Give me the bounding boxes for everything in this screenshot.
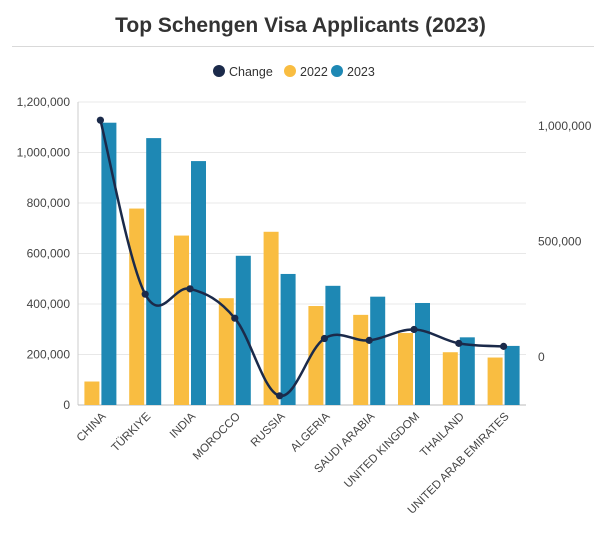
change-point-india <box>186 285 194 293</box>
left-tick-label: 200,000 <box>27 348 71 362</box>
change-point-algeria <box>320 334 328 343</box>
category-label: CHINA <box>75 410 109 444</box>
left-tick-label: 1,000,000 <box>17 146 71 160</box>
bar-2023-united-kingdom <box>415 302 430 405</box>
bar-2022-morocco <box>218 298 234 405</box>
legend-marker-2023 <box>331 65 343 77</box>
legend-label-2023: 2023 <box>347 65 375 79</box>
bar-2023-india <box>191 161 206 405</box>
left-tick-label: 400,000 <box>27 297 71 311</box>
legend-label-change: Change <box>229 65 273 79</box>
change-point-united-arab-emirates <box>500 342 508 350</box>
category-label: THAILAND <box>418 411 467 460</box>
bar-2023-russia <box>280 273 296 405</box>
change-point-china <box>96 116 104 124</box>
bar-2023-saudi-arabia <box>370 296 386 405</box>
change-point-morocco <box>231 314 239 322</box>
change-point-united-kingdom <box>410 325 418 334</box>
bar-2022-united-arab-emirates <box>487 357 503 405</box>
left-tick-label: 800,000 <box>27 196 71 210</box>
category-label: MOROCCO <box>191 411 243 463</box>
left-tick-label: 0 <box>63 398 70 412</box>
category-label: TÜRKIYE <box>110 410 154 454</box>
right-tick-label: 0 <box>538 350 545 364</box>
category-label: RUSSIA <box>249 410 288 449</box>
bar-2022-algeria <box>308 306 324 405</box>
left-tick-label: 600,000 <box>27 247 71 261</box>
change-point-t-rkiye <box>141 290 149 298</box>
bar-2022-russia <box>263 231 279 405</box>
bar-2022-united-kingdom <box>398 333 413 405</box>
bar-2023-algeria <box>325 285 341 405</box>
change-point-saudi-arabia <box>365 336 373 344</box>
category-label: ALGERIA <box>289 410 333 454</box>
bar-2023-united-arab-emirates <box>504 345 520 405</box>
change-point-russia <box>276 392 284 400</box>
right-tick-label: 500,000 <box>538 235 582 249</box>
bar-2023-t-rkiye <box>146 138 162 406</box>
right-tick-label: 1,000,000 <box>538 119 592 133</box>
bar-2022-saudi-arabia <box>353 314 369 405</box>
legend-marker-2022 <box>284 65 296 77</box>
legend-marker-change <box>213 65 225 77</box>
bar-2022-china <box>84 381 100 405</box>
bar-2022-india <box>174 235 189 405</box>
chart-title: Top Schengen Visa Applicants (2023) <box>115 14 486 37</box>
title-divider <box>12 46 594 47</box>
left-tick-label: 1,200,000 <box>17 95 71 109</box>
category-label: INDIA <box>168 410 198 440</box>
change-point-thailand <box>455 339 463 347</box>
bar-2023-china <box>101 122 117 405</box>
legend-label-2022: 2022 <box>300 65 328 79</box>
bar-2022-t-rkiye <box>129 208 145 405</box>
category-label: UNITED KINGDOM <box>342 411 422 491</box>
bar-2023-thailand <box>459 337 475 405</box>
bar-2022-thailand <box>442 352 458 405</box>
